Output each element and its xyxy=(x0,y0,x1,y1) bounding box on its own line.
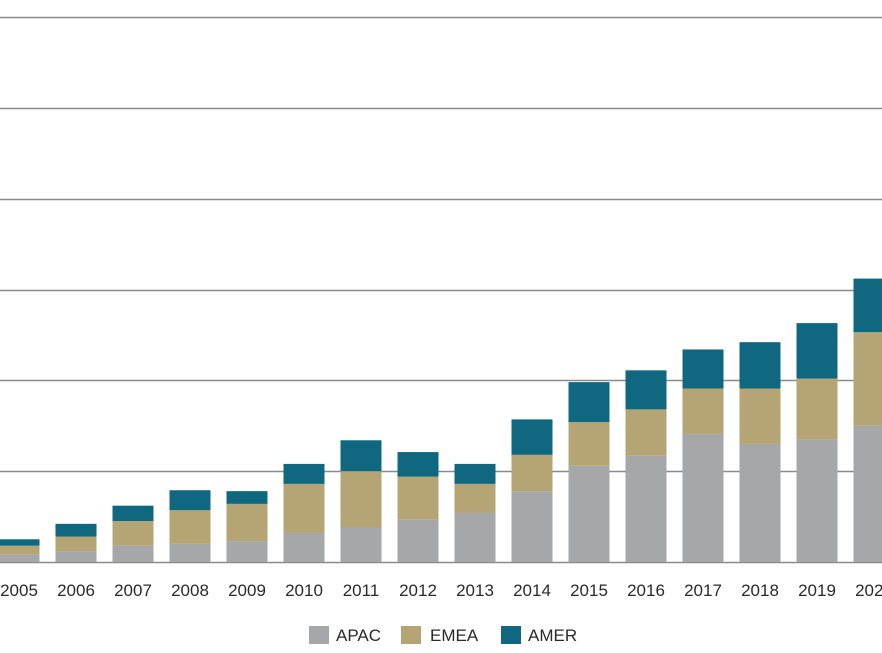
bar-emea-2013 xyxy=(454,483,496,513)
bar-apac-2015 xyxy=(568,465,610,562)
bar-apac-2016 xyxy=(625,455,667,562)
gridlines xyxy=(0,16,882,564)
bar-apac-2008 xyxy=(169,543,211,562)
bar-amer-2020 xyxy=(853,278,882,333)
legend-label-amer: AMER xyxy=(528,626,577,645)
bar-emea-2010 xyxy=(283,483,325,533)
x-tick-label: 2014 xyxy=(513,581,551,600)
bar-emea-2017 xyxy=(682,388,724,434)
bar-emea-2011 xyxy=(340,471,382,528)
x-tick-label: 2006 xyxy=(57,581,95,600)
bar-emea-2016 xyxy=(625,409,667,456)
x-tick-label: 2013 xyxy=(456,581,494,600)
bar-apac-2009 xyxy=(226,541,268,562)
bar-apac-2014 xyxy=(511,491,553,562)
bar-apac-2010 xyxy=(283,532,325,562)
legend-label-emea: EMEA xyxy=(430,626,479,645)
x-tick-label: 2010 xyxy=(285,581,323,600)
x-tick-label: 2020 xyxy=(855,581,882,600)
bar-emea-2019 xyxy=(796,378,838,440)
bar-apac-2012 xyxy=(397,519,439,562)
bar-amer-2008 xyxy=(169,490,211,511)
bar-emea-2009 xyxy=(226,503,268,542)
bar-amer-2010 xyxy=(283,463,325,484)
bar-emea-2008 xyxy=(169,510,211,544)
x-tick-label: 2009 xyxy=(228,581,266,600)
legend-label-apac: APAC xyxy=(336,626,381,645)
x-tick-label: 2008 xyxy=(171,581,209,600)
bar-amer-2015 xyxy=(568,382,610,423)
bar-apac-2017 xyxy=(682,433,724,562)
bar-amer-2007 xyxy=(112,505,154,522)
bar-apac-2007 xyxy=(112,545,154,562)
legend-swatch-emea xyxy=(401,626,421,644)
bars xyxy=(0,278,882,562)
bar-amer-2005 xyxy=(0,539,40,546)
bar-apac-2020 xyxy=(853,425,882,562)
bar-emea-2014 xyxy=(511,454,553,492)
bar-apac-2011 xyxy=(340,527,382,562)
bar-apac-2013 xyxy=(454,512,496,562)
bar-amer-2014 xyxy=(511,419,553,455)
x-tick-label: 2019 xyxy=(798,581,836,600)
bar-emea-2006 xyxy=(55,536,97,552)
bar-emea-2015 xyxy=(568,422,610,466)
bar-amer-2009 xyxy=(226,491,268,504)
x-tick-label: 2015 xyxy=(570,581,608,600)
x-tick-label: 2012 xyxy=(399,581,437,600)
x-tick-label: 2018 xyxy=(741,581,779,600)
x-tick-label: 2005 xyxy=(0,581,38,600)
bar-emea-2005 xyxy=(0,545,40,555)
legend-swatch-amer xyxy=(501,626,521,644)
bar-emea-2012 xyxy=(397,476,439,520)
bar-emea-2018 xyxy=(739,388,781,444)
x-tick-label: 2017 xyxy=(684,581,722,600)
x-tick-label: 2011 xyxy=(343,581,380,600)
bar-amer-2006 xyxy=(55,523,97,537)
bar-apac-2005 xyxy=(0,554,40,562)
legend: APAC EMEA AMER xyxy=(309,626,577,645)
bar-amer-2018 xyxy=(739,342,781,389)
bar-amer-2019 xyxy=(796,323,838,379)
legend-swatch-apac xyxy=(309,626,329,644)
bar-amer-2016 xyxy=(625,370,667,410)
bar-apac-2006 xyxy=(55,551,97,562)
bar-amer-2011 xyxy=(340,440,382,472)
bar-apac-2019 xyxy=(796,439,838,562)
x-tick-label: 2016 xyxy=(627,581,665,600)
x-tick-label: 2007 xyxy=(114,581,152,600)
bar-emea-2020 xyxy=(853,332,882,426)
bar-amer-2012 xyxy=(397,452,439,477)
bar-amer-2017 xyxy=(682,349,724,389)
bar-amer-2013 xyxy=(454,463,496,484)
bar-emea-2007 xyxy=(112,521,154,546)
x-tick-labels: 2005 2006 2007 2008 2009 2010 2011 2012 2013 2014… xyxy=(0,581,882,600)
bar-apac-2018 xyxy=(739,443,781,562)
